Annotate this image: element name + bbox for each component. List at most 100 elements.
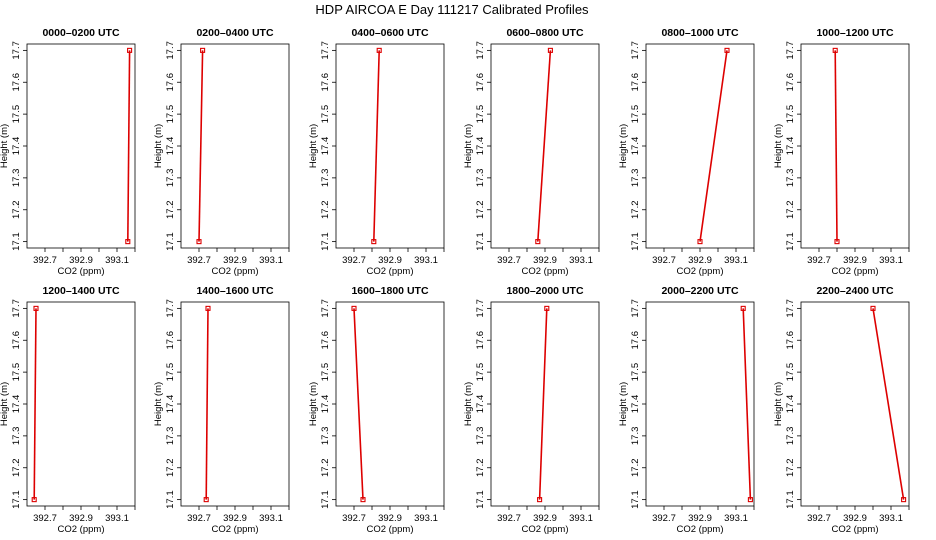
data-point	[125, 239, 131, 245]
data-point	[376, 47, 382, 53]
y-tick-label: 17.5	[785, 105, 796, 124]
panel-title: 0600–0800 UTC	[506, 27, 583, 39]
x-axis-label: CO2 (ppm)	[522, 266, 569, 277]
y-tick-label: 17.4	[785, 137, 796, 156]
y-axis-label: Height (m)	[463, 382, 474, 426]
profile-panel: 1600–1800 UTC 392.7 392.9 393.1 17.1 17.2 17.3…	[308, 285, 445, 535]
data-point	[724, 47, 730, 53]
data-point	[834, 239, 840, 245]
y-tick-label: 17.4	[11, 137, 22, 156]
y-axis-label: Height (m)	[153, 124, 164, 168]
x-tick-label: 392.7	[807, 255, 831, 266]
y-tick-label: 17.2	[475, 201, 486, 220]
data-point	[33, 305, 39, 311]
x-tick-label: 393.1	[724, 255, 748, 266]
data-point	[537, 497, 543, 503]
panel-title: 1000–1200 UTC	[816, 27, 893, 39]
x-axis-label: CO2 (ppm)	[212, 524, 259, 535]
profile-panel: 0200–0400 UTC 392.7 392.9 393.1 17.1 17.2 17.3…	[153, 27, 290, 277]
y-tick-label: 17.5	[320, 105, 331, 124]
y-tick-label: 17.2	[320, 201, 331, 220]
x-axis-label: CO2 (ppm)	[367, 266, 414, 277]
profile-panel: 0800–1000 UTC 392.7 392.9 393.1 17.1 17.2 17.3…	[618, 27, 755, 277]
y-axis-label: Height (m)	[773, 124, 784, 168]
profile-line	[373, 50, 380, 242]
profile-panel: 2200–2400 UTC 392.7 392.9 393.1 17.1 17.2 17.3…	[773, 285, 910, 535]
y-tick-label: 17.7	[11, 41, 22, 60]
x-tick-label: 392.7	[652, 513, 676, 524]
x-tick-label: 392.7	[187, 513, 211, 524]
panel-title: 1600–1800 UTC	[351, 285, 428, 297]
x-tick-label: 392.9	[69, 255, 93, 266]
data-point	[127, 47, 133, 53]
profile-line	[872, 308, 905, 500]
y-tick-label: 17.1	[785, 490, 796, 509]
panel-title: 2000–2200 UTC	[661, 285, 738, 297]
y-tick-label: 17.1	[630, 232, 641, 251]
y-tick-label: 17.6	[165, 73, 176, 92]
x-tick-label: 393.1	[569, 513, 593, 524]
y-axis-label: Height (m)	[773, 382, 784, 426]
data-point	[832, 47, 838, 53]
x-tick-label: 392.9	[378, 513, 402, 524]
x-tick-label: 393.1	[724, 513, 748, 524]
profile-line	[834, 50, 838, 242]
y-tick-label: 17.1	[165, 232, 176, 251]
y-tick-label: 17.4	[785, 395, 796, 414]
y-tick-label: 17.3	[785, 427, 796, 446]
y-tick-label: 17.2	[11, 459, 22, 478]
data-point	[371, 239, 377, 245]
y-axis-label: Height (m)	[0, 382, 10, 426]
panel-title: 2200–2400 UTC	[816, 285, 893, 297]
y-tick-label: 17.3	[165, 169, 176, 188]
plot-frame	[645, 43, 755, 249]
x-tick-label: 392.9	[223, 255, 247, 266]
y-tick-label: 17.6	[11, 331, 22, 350]
profile-panel: 0400–0600 UTC 392.7 392.9 393.1 17.1 17.2 17.3…	[308, 27, 445, 277]
y-tick-label: 17.1	[475, 232, 486, 251]
profile-panel: 1000–1200 UTC 392.7 392.9 393.1 17.1 17.2 17.3…	[773, 27, 910, 277]
data-point	[747, 497, 753, 503]
profile-panel: 0600–0800 UTC 392.7 392.9 393.1 17.1 17.2 17.3…	[463, 27, 600, 277]
x-tick-label: 392.9	[223, 513, 247, 524]
y-tick-label: 17.7	[475, 41, 486, 60]
x-tick-label: 393.1	[105, 513, 129, 524]
plot-frame	[490, 43, 600, 249]
y-tick-label: 17.3	[11, 427, 22, 446]
profile-line	[205, 308, 209, 500]
x-tick-label: 392.9	[843, 513, 867, 524]
y-tick-label: 17.7	[630, 41, 641, 60]
plot-frame	[26, 43, 136, 249]
x-tick-label: 392.9	[688, 255, 712, 266]
x-axis-label: CO2 (ppm)	[832, 266, 879, 277]
x-tick-label: 392.9	[378, 255, 402, 266]
x-tick-label: 392.9	[533, 513, 557, 524]
y-tick-label: 17.3	[630, 427, 641, 446]
y-tick-label: 17.4	[630, 137, 641, 156]
data-point	[870, 305, 876, 311]
y-tick-label: 17.2	[320, 459, 331, 478]
x-tick-label: 392.7	[652, 255, 676, 266]
x-axis-label: CO2 (ppm)	[522, 524, 569, 535]
data-point	[200, 47, 206, 53]
y-tick-label: 17.3	[165, 427, 176, 446]
plot-frame	[800, 43, 910, 249]
y-tick-label: 17.2	[165, 201, 176, 220]
panel-title: 1200–1400 UTC	[42, 285, 119, 297]
y-tick-label: 17.4	[165, 137, 176, 156]
y-tick-label: 17.3	[785, 169, 796, 188]
data-point	[205, 305, 211, 311]
y-tick-label: 17.6	[11, 73, 22, 92]
y-tick-label: 17.5	[475, 105, 486, 124]
x-tick-label: 392.9	[843, 255, 867, 266]
y-tick-label: 17.5	[11, 363, 22, 382]
y-tick-label: 17.7	[785, 299, 796, 318]
y-tick-label: 17.1	[11, 232, 22, 251]
y-tick-label: 17.6	[320, 73, 331, 92]
y-tick-label: 17.4	[165, 395, 176, 414]
y-tick-label: 17.1	[320, 232, 331, 251]
x-tick-label: 392.7	[33, 513, 57, 524]
x-tick-label: 392.7	[497, 513, 521, 524]
x-axis-label: CO2 (ppm)	[677, 524, 724, 535]
x-axis-label: CO2 (ppm)	[58, 524, 105, 535]
